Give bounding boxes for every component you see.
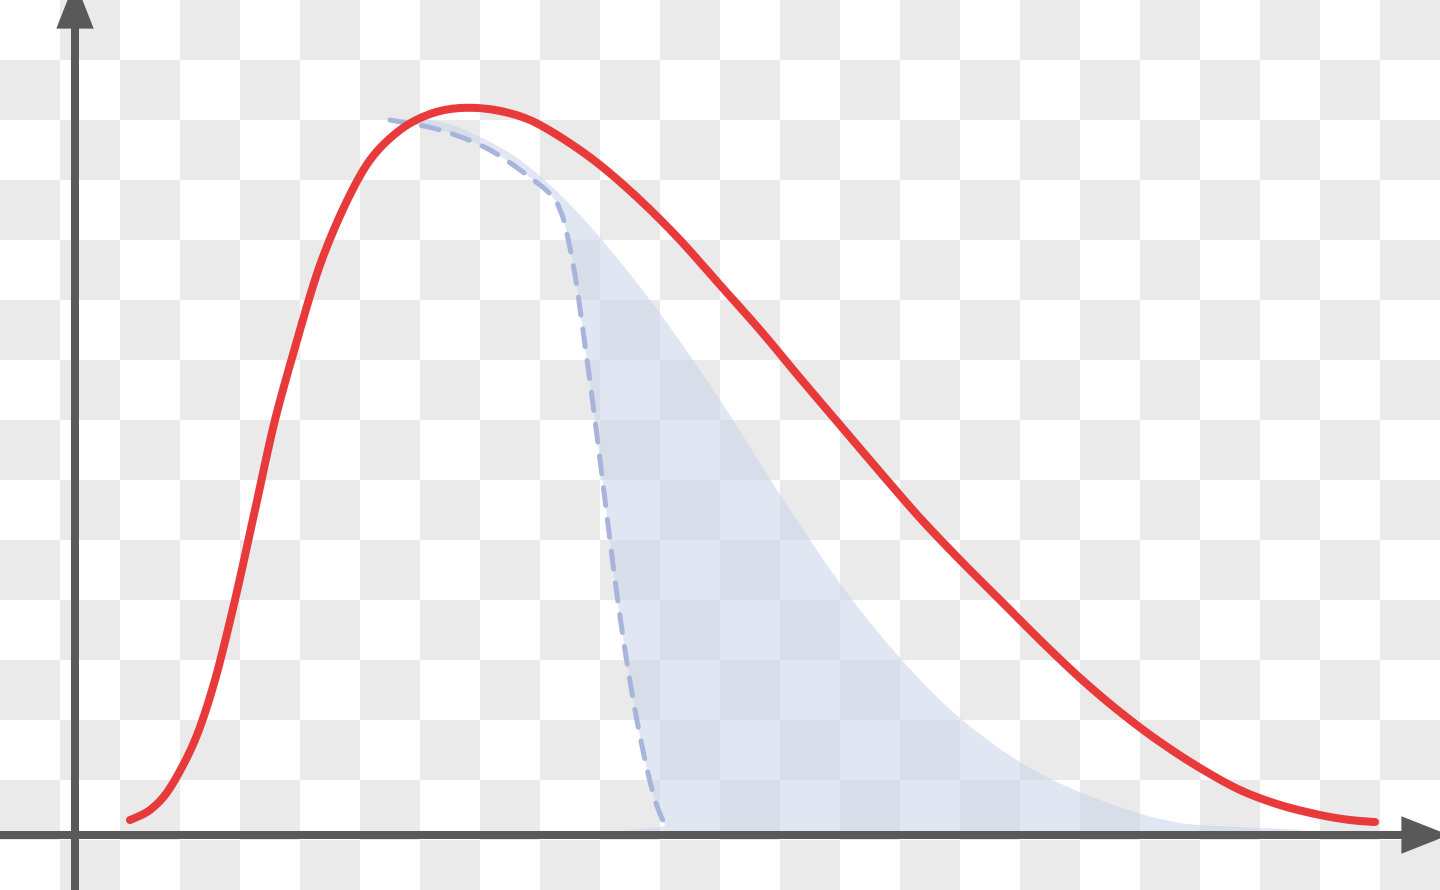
y-axis-arrowhead-icon xyxy=(56,0,93,29)
x-axis-arrowhead-icon xyxy=(1401,816,1440,853)
distribution-chart xyxy=(0,0,1440,890)
shaded-region xyxy=(390,118,1304,832)
